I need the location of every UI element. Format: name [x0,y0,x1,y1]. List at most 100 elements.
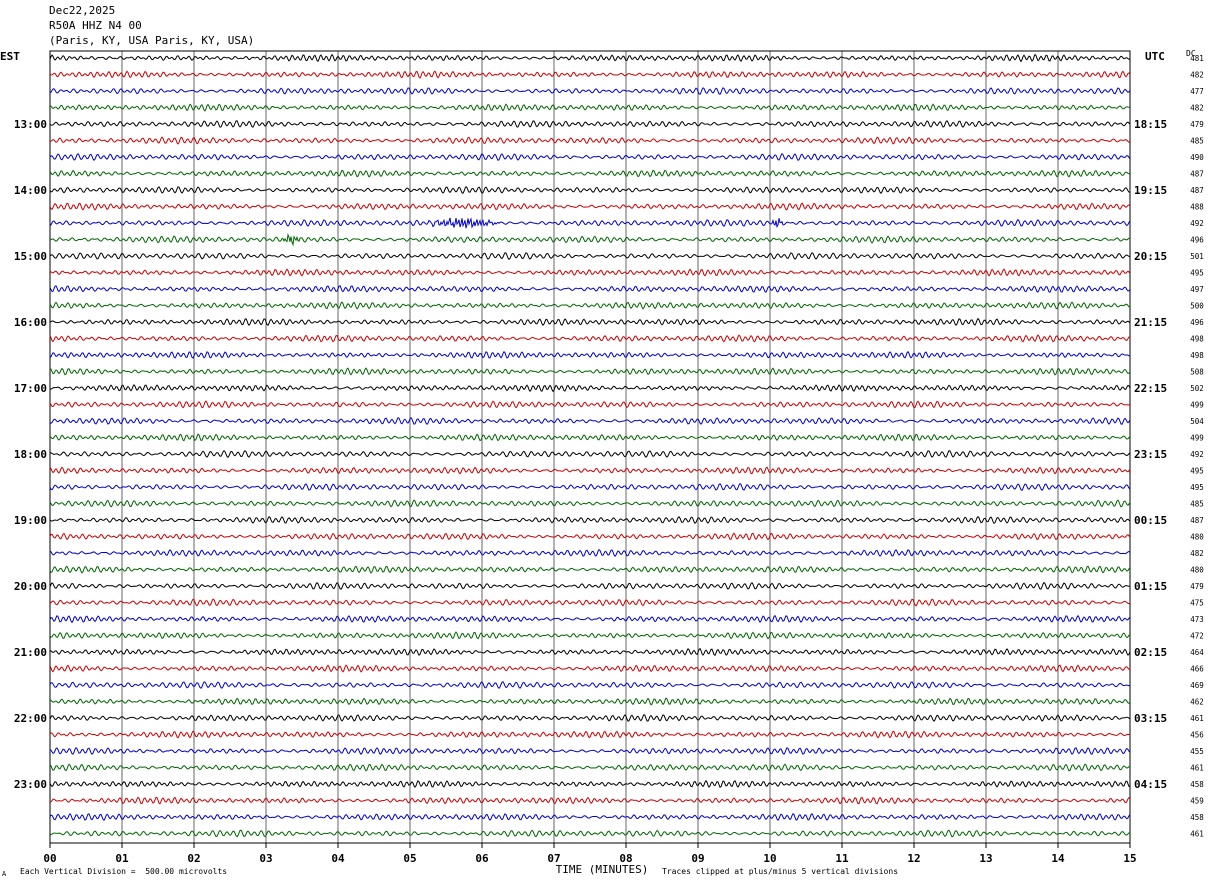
seismic-trace [49,664,1131,673]
right-timezone-label: UTC [1145,50,1165,63]
seismic-trace [49,482,1131,491]
left-hour-label: 21:00 [14,646,47,659]
seismic-trace [49,70,1131,79]
plot-frame [49,50,1131,844]
dc-offset-label: 487 [1190,170,1204,179]
left-hour-label: 15:00 [14,250,47,263]
scale-note: Each Vertical Division = 500.00 microvol… [20,867,228,876]
left-hour-label: 20:00 [14,580,47,593]
seismic-trace [49,466,1131,475]
clip-note: Traces clipped at plus/minus 5 vertical … [662,867,899,876]
seismic-trace [49,416,1131,426]
seismic-trace [49,367,1131,376]
left-hour-label: 22:00 [14,712,47,725]
dc-offset-label: 461 [1190,764,1204,773]
seismic-trace [49,581,1131,591]
right-hour-label: 18:15 [1134,118,1167,131]
dc-offset-label: 501 [1190,252,1204,261]
header-location: (Paris, KY, USA Paris, KY, USA) [49,34,255,47]
left-hour-label: 16:00 [14,316,47,329]
dc-offset-label: 490 [1190,153,1204,162]
right-hour-label: 02:15 [1134,646,1167,659]
seismic-trace [49,697,1131,706]
seismic-trace [49,746,1131,756]
dc-offset-label: 499 [1190,434,1204,443]
dc-offset-label: 461 [1190,830,1204,839]
seismic-trace [49,103,1131,112]
dc-offset-label: 487 [1190,516,1204,525]
seismic-trace [49,268,1131,277]
header-station: R50A HHZ N4 00 [49,19,142,32]
right-hour-label: 22:15 [1134,382,1167,395]
x-tick-label: 14 [1051,852,1065,865]
x-tick-label: 00 [43,852,56,865]
dc-offset-label: 481 [1190,54,1204,63]
x-tick-label: 12 [907,852,920,865]
dc-offset-label: 464 [1190,648,1204,657]
seismic-trace [49,779,1131,788]
seismic-trace [49,532,1131,541]
seismic-trace [49,647,1131,657]
x-tick-label: 08 [619,852,632,865]
seismic-trace [49,232,1131,247]
seismic-trace [49,301,1131,310]
seismic-trace [49,499,1131,508]
seismic-trace [49,136,1131,145]
dc-offset-label: 500 [1190,302,1204,311]
dc-offset-label: 458 [1190,780,1204,789]
dc-offset-label: 498 [1190,335,1204,344]
seismic-trace [49,631,1131,640]
right-hour-label: 00:15 [1134,514,1167,527]
x-tick-label: 06 [475,852,489,865]
left-hour-label: 18:00 [14,448,47,461]
header-date: Dec22,2025 [49,4,116,17]
left-hour-label: 14:00 [14,184,47,197]
dc-offset-label: 488 [1190,203,1204,212]
x-tick-label: 04 [331,852,345,865]
seismic-trace [49,449,1131,459]
x-tick-label: 07 [547,852,560,865]
right-hour-label: 03:15 [1134,712,1167,725]
right-hour-label: 01:15 [1134,580,1167,593]
dc-offset-label: 496 [1190,318,1204,327]
seismic-trace [49,548,1131,557]
seismic-trace [49,317,1131,327]
left-hour-label: 23:00 [14,778,47,791]
dc-offset-label: 462 [1190,698,1204,707]
dc-offset-label: 482 [1190,71,1204,80]
dc-offset-label: 508 [1190,368,1204,377]
left-hour-label: 17:00 [14,382,47,395]
x-tick-label: 11 [835,852,849,865]
dc-offset-label: 495 [1190,483,1204,492]
dc-offset-label: 477 [1190,87,1204,96]
seismic-trace [49,383,1131,393]
seismic-trace [49,713,1131,722]
seismic-trace [49,515,1131,525]
seismic-trace [49,169,1131,178]
right-hour-label: 21:15 [1134,316,1167,329]
seismic-trace [49,120,1131,128]
dc-offset-label: 496 [1190,236,1204,245]
dc-offset-label: 492 [1190,219,1204,228]
dc-offset-label: 487 [1190,186,1204,195]
seismic-trace [49,87,1131,95]
dc-offset-label: 480 [1190,566,1204,575]
seismic-trace [49,829,1131,838]
x-tick-label: 10 [763,852,776,865]
dc-offset-label: 497 [1190,285,1204,294]
x-tick-label: 13 [979,852,992,865]
right-hour-label: 20:15 [1134,250,1167,263]
left-timezone-label: EST [0,50,20,63]
dc-offset-label: 472 [1190,632,1204,641]
seismic-trace [49,812,1131,822]
seismic-trace [49,202,1131,211]
dc-offset-label: 473 [1190,615,1204,624]
seismic-trace [49,400,1131,409]
dc-offset-label: 482 [1190,549,1204,558]
seismic-trace [49,763,1131,772]
x-tick-label: 01 [115,852,129,865]
dc-offset-label: 482 [1190,104,1204,113]
left-hour-label: 19:00 [14,514,47,527]
seismic-trace [49,730,1131,739]
